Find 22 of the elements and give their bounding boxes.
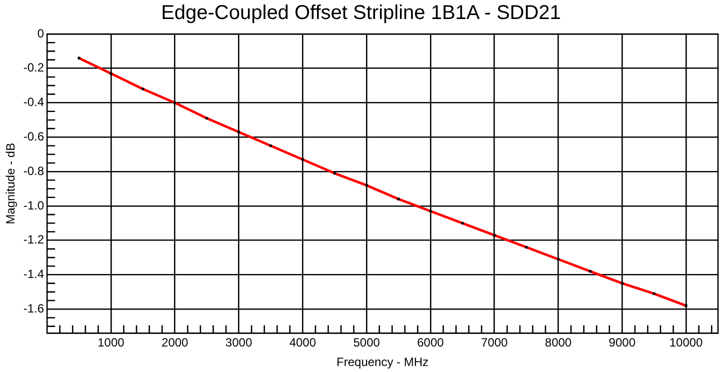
- x-tick-label: 9000: [608, 336, 636, 350]
- y-tick-label: -1.4: [23, 267, 44, 282]
- x-tick-label: 8000: [544, 336, 572, 350]
- y-tick-label: 0: [37, 26, 44, 40]
- x-tick-label: 5000: [353, 336, 380, 350]
- x-tick-label: 6000: [417, 336, 444, 350]
- x-tick-label: 1000: [98, 336, 125, 350]
- y-tick-label: -1.6: [23, 301, 44, 316]
- x-tick-label: 4000: [289, 336, 316, 350]
- x-axis-title: Frequency - MHz: [336, 355, 429, 370]
- x-tick-label: 10000: [669, 336, 704, 350]
- y-tick-label: -0.8: [23, 164, 44, 178]
- chart-title: Edge-Coupled Offset Stripline 1B1A - SDD21: [160, 2, 562, 25]
- y-tick-label: -0.4: [23, 95, 44, 110]
- y-tick-label: -1.2: [23, 232, 44, 247]
- y-axis-title: Magnitude - dB: [4, 142, 18, 224]
- x-tick-label: 7000: [481, 336, 508, 350]
- x-tick-label: 2000: [162, 336, 189, 350]
- y-tick-label: -1.0: [23, 198, 44, 212]
- y-tick-label: -0.2: [23, 60, 44, 75]
- x-tick-label: 3000: [225, 336, 252, 350]
- y-tick-label: -0.6: [23, 129, 44, 144]
